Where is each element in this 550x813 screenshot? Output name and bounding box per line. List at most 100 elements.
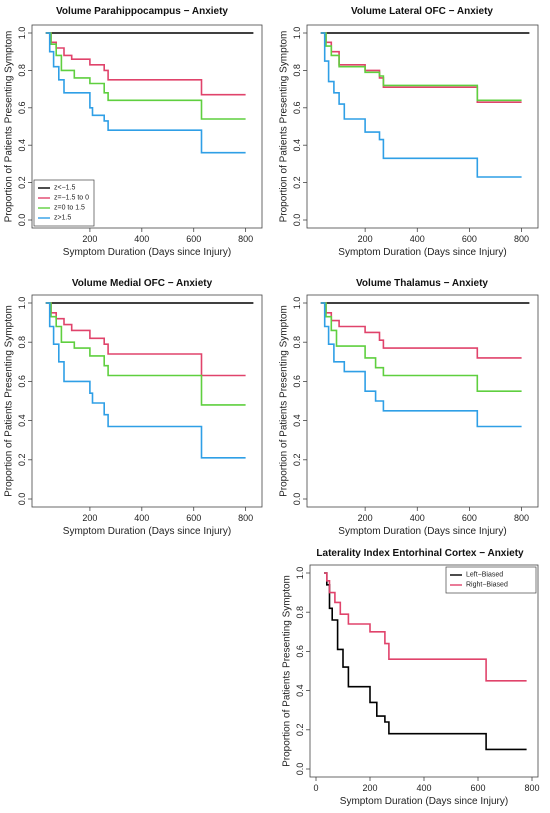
y-tick-label: 0.4 (292, 414, 302, 427)
series-line-4 (320, 32, 522, 178)
y-axis-label: Proportion of Patients Presenting Sympto… (279, 305, 290, 497)
y-tick-label: 0.4 (292, 139, 302, 152)
series-line-3 (320, 32, 522, 102)
y-tick-label: 1.0 (17, 27, 27, 40)
chart-panel-3: Volume Medial OFC − Anxiety 0.0 0.2 0.4 0.6 0… (4, 278, 263, 537)
series-line-4 (45, 32, 246, 154)
legend: Left−Biased Right−Biased (445, 566, 537, 594)
x-tick-label: 200 (358, 513, 373, 523)
y-tick-label: 1.0 (292, 297, 302, 310)
y-tick-label: 1.0 (17, 297, 27, 310)
y-tick-label: 0.6 (295, 645, 305, 658)
x-tick-label: 600 (462, 513, 477, 523)
legend-entry: Left−Biased (466, 572, 503, 579)
x-axis-label: Symptom Duration (Days since Injury) (63, 526, 231, 537)
y-tick-label: 0.0 (292, 214, 302, 227)
chart-title: Volume Medial OFC − Anxiety (72, 278, 213, 289)
plot-frame (306, 24, 539, 229)
chart-title: Volume Thalamus − Anxiety (356, 278, 488, 289)
y-tick-label: 0.8 (292, 336, 302, 349)
x-axis-label: Symptom Duration (Days since Injury) (338, 247, 506, 258)
series-line-2 (320, 302, 522, 359)
y-tick-label: 0.2 (17, 454, 27, 467)
series-line-2 (324, 572, 527, 682)
x-tick-label: 800 (238, 513, 253, 523)
x-tick-label: 800 (514, 234, 529, 244)
x-tick-label: 200 (358, 234, 373, 244)
y-tick-label: 1.0 (295, 567, 305, 580)
x-tick-label: 200 (362, 783, 377, 793)
legend: z<−1.5 z=−1.5 to 0 z=0 to 1.5 z>1.5 (33, 179, 95, 227)
y-tick-label: 0.2 (295, 724, 305, 737)
plot-frame (306, 294, 539, 508)
y-tick-label: 0.6 (292, 102, 302, 115)
y-tick-label: 0.4 (17, 414, 27, 427)
x-tick-label: 600 (462, 234, 477, 244)
plot-frame (31, 294, 263, 508)
legend-entry: z=−1.5 to 0 (54, 195, 89, 202)
y-tick-label: 0.8 (17, 336, 27, 349)
x-tick-label: 800 (524, 783, 539, 793)
series-line-3 (45, 32, 246, 120)
y-axis-label: Proportion of Patients Presenting Sympto… (279, 31, 290, 223)
plot-frame (31, 24, 263, 229)
series-line-2 (45, 302, 246, 377)
x-tick-label: 600 (186, 513, 201, 523)
legend-entry: Right−Biased (466, 582, 508, 589)
legend-entry: z=0 to 1.5 (54, 205, 85, 212)
legend-entry: z<−1.5 (54, 185, 76, 192)
y-tick-label: 0.8 (295, 606, 305, 619)
x-axis-label: Symptom Duration (Days since Injury) (340, 796, 508, 807)
y-tick-label: 0.8 (292, 64, 302, 77)
y-tick-label: 0.6 (17, 375, 27, 388)
x-tick-label: 400 (410, 234, 425, 244)
x-tick-label: 400 (416, 783, 431, 793)
y-tick-label: 0.4 (295, 684, 305, 697)
chart-title: Laterality Index Entorhinal Cortex − Anx… (316, 548, 524, 559)
series-line-4 (320, 302, 522, 428)
series-line-2 (320, 32, 522, 103)
x-tick-label: 0 (313, 783, 318, 793)
plot-frame (309, 564, 539, 778)
chart-panel-4: Volume Thalamus − Anxiety 0.0 0.2 0.4 0.6 0.8… (279, 278, 539, 537)
chart-title: Volume Lateral OFC − Anxiety (351, 6, 493, 17)
y-tick-label: 0.4 (17, 139, 27, 152)
y-tick-label: 0.6 (17, 102, 27, 115)
x-tick-label: 800 (514, 513, 529, 523)
chart-panel-5: Laterality Index Entorhinal Cortex − Anx… (282, 548, 540, 807)
y-tick-label: 1.0 (292, 27, 302, 40)
x-tick-label: 200 (82, 234, 97, 244)
series-line-4 (45, 302, 246, 459)
y-tick-label: 0.0 (17, 214, 27, 227)
x-tick-label: 800 (238, 234, 253, 244)
chart-title: Volume Parahippocampus − Anxiety (56, 6, 228, 17)
legend-box (445, 566, 537, 594)
chart-panel-2: Volume Lateral OFC − Anxiety 0.0 0.2 0.4 0.6… (279, 6, 539, 258)
y-tick-label: 0.0 (295, 763, 305, 776)
x-tick-label: 400 (410, 513, 425, 523)
y-tick-label: 0.2 (17, 176, 27, 189)
x-tick-label: 600 (470, 783, 485, 793)
x-tick-label: 200 (82, 513, 97, 523)
x-axis-label: Symptom Duration (Days since Injury) (338, 526, 506, 537)
series-line-2 (45, 32, 246, 96)
y-axis-label: Proportion of Patients Presenting Sympto… (4, 31, 15, 223)
x-tick-label: 600 (186, 234, 201, 244)
y-tick-label: 0.6 (292, 375, 302, 388)
x-tick-label: 400 (134, 234, 149, 244)
y-tick-label: 0.2 (292, 176, 302, 189)
y-tick-label: 0.0 (17, 493, 27, 506)
y-tick-label: 0.0 (292, 493, 302, 506)
legend-entry: z>1.5 (54, 215, 71, 222)
y-tick-label: 0.2 (292, 454, 302, 467)
x-tick-label: 400 (134, 513, 149, 523)
x-axis-label: Symptom Duration (Days since Injury) (63, 247, 231, 258)
series-line-3 (320, 302, 522, 392)
series-line-3 (45, 302, 246, 406)
series-line-1 (324, 572, 527, 751)
y-tick-label: 0.8 (17, 64, 27, 77)
y-axis-label: Proportion of Patients Presenting Sympto… (282, 575, 293, 767)
chart-panel-1: Volume Parahippocampus − Anxiety 0.0 0.2 0.… (4, 6, 263, 258)
y-axis-label: Proportion of Patients Presenting Sympto… (4, 305, 15, 497)
